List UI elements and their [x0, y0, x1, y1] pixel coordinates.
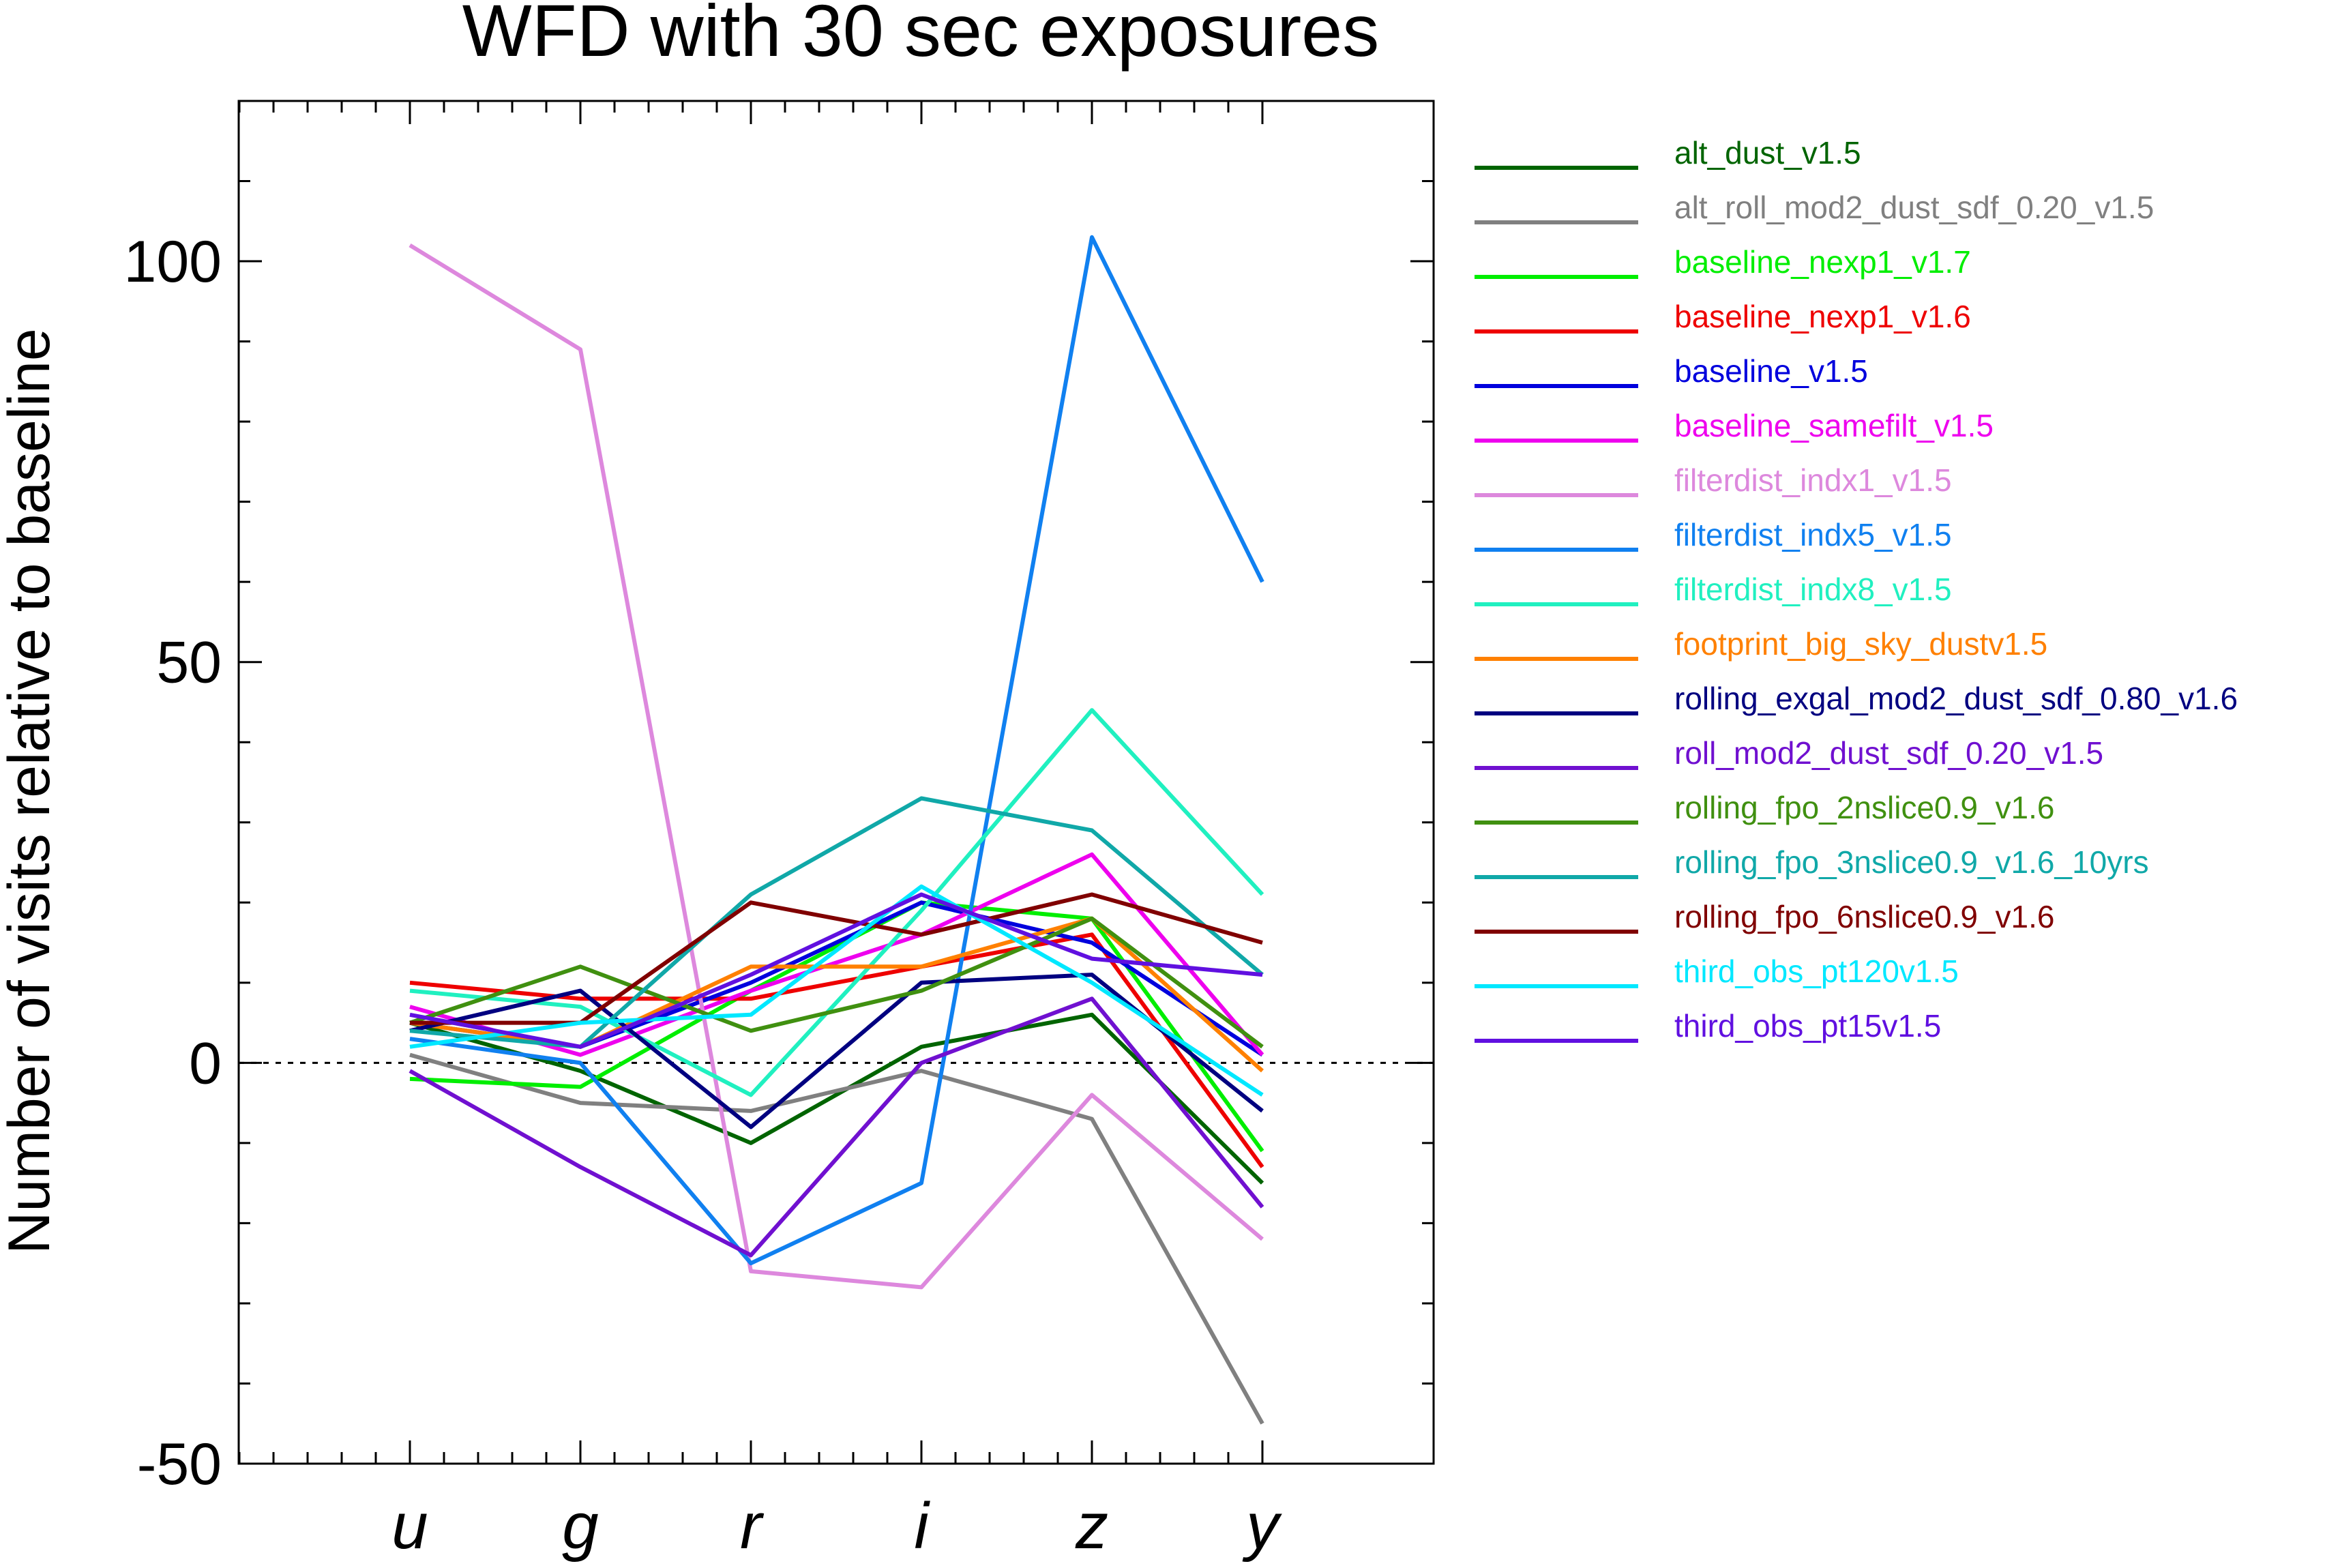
axis-ticks [238, 100, 1434, 1465]
y-tick-label: 50 [156, 630, 222, 696]
series-line [410, 892, 1263, 1025]
legend-label: third_obs_pt120v1.5 [1674, 953, 1959, 989]
y-tick-label: 0 [189, 1031, 222, 1096]
legend-label: third_obs_pt15v1.5 [1674, 1008, 1941, 1044]
legend: alt_dust_v1.5 alt_roll_mod2_dust_sdf_0.20… [1475, 135, 2238, 1044]
x-tick-label: z [1075, 1490, 1108, 1563]
series-line [409, 796, 1264, 1049]
series-line [409, 884, 1264, 1097]
series-line [409, 1052, 1264, 1425]
y-axis-label: Number of visits relative to baseline [0, 328, 62, 1254]
legend-label: rolling_fpo_2nslice0.9_v1.6 [1674, 790, 2055, 825]
legend-label: rolling_exgal_mod2_dust_sdf_0.80_v1.6 [1674, 681, 2238, 716]
legend-label: filterdist_indx5_v1.5 [1674, 517, 1952, 552]
y-tick-label: 100 [124, 229, 222, 295]
x-tick-label: u [391, 1490, 428, 1563]
legend-label: rolling_fpo_3nslice0.9_v1.6_10yrs [1674, 844, 2149, 880]
x-tick-label: y [1242, 1490, 1282, 1563]
legend-label: alt_roll_mod2_dust_sdf_0.20_v1.5 [1674, 190, 2154, 225]
x-tick-label: r [740, 1490, 765, 1563]
series-line [409, 1012, 1264, 1185]
legend-label: filterdist_indx1_v1.5 [1674, 462, 1952, 498]
series-line [409, 708, 1264, 1097]
series-line [409, 892, 1263, 1049]
legend-label: baseline_nexp1_v1.7 [1674, 244, 1971, 280]
x-tick-label: i [914, 1490, 930, 1563]
plot-frame [237, 100, 1435, 1465]
series-line [409, 900, 1264, 1153]
series-line [409, 243, 1264, 1290]
legend-label: baseline_v1.5 [1674, 353, 1868, 389]
legend-label: baseline_samefilt_v1.5 [1674, 408, 1994, 443]
x-tick-label: g [562, 1490, 598, 1563]
series-line [409, 973, 1264, 1129]
y-tick-label: -50 [137, 1432, 222, 1497]
series-line [409, 916, 1264, 1049]
legend-label: filterdist_indx8_v1.5 [1674, 572, 1952, 607]
series-line [409, 235, 1264, 1266]
legend-label: footprint_big_sky_dustv1.5 [1674, 626, 2047, 662]
legend-label: baseline_nexp1_v1.6 [1674, 299, 1971, 334]
legend-label: alt_dust_v1.5 [1674, 135, 1861, 171]
series-lines [409, 235, 1264, 1425]
series-line [409, 996, 1264, 1258]
legend-label: rolling_fpo_6nslice0.9_v1.6 [1674, 899, 2055, 934]
chart-title: WFD with 30 sec exposures [462, 0, 1379, 72]
series-line [409, 852, 1264, 1057]
y-tick-labels: -50 0 50 100 [124, 229, 222, 1497]
legend-label: roll_mod2_dust_sdf_0.20_v1.5 [1674, 735, 2103, 771]
